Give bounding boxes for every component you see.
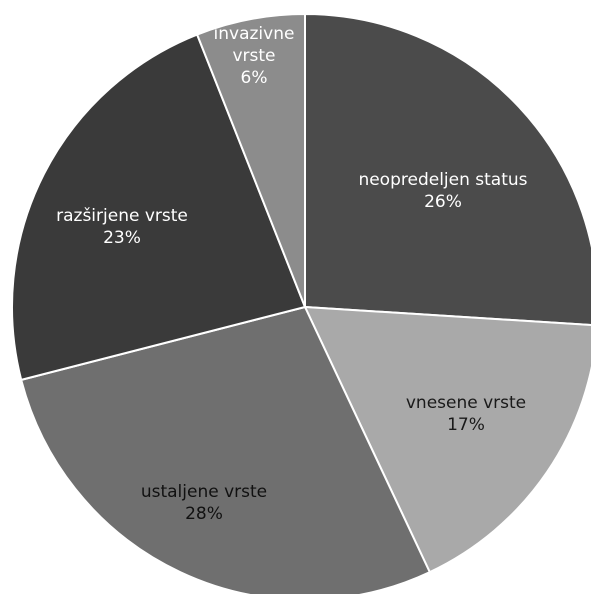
slice-label-2-line-1: 28% [185,504,223,524]
slice-label-0: neopredeljen status 26% [358,170,527,212]
pie-slice-3 [11,33,307,382]
slice-label-0-line-1: 26% [424,192,462,212]
slice-label-1: vnesene vrste 17% [406,393,526,435]
slice-label-0-line-0: neopredeljen status [358,170,527,190]
slice-label-4: invazivne vrste 6% [214,24,295,88]
slice-label-4-line-1: vrste [232,46,275,66]
slice-label-4-line-2: 6% [241,68,268,88]
slice-label-1-line-0: vnesene vrste [406,393,526,413]
slice-label-3-line-0: razširjene vrste [56,206,188,226]
pie-slice-1 [303,305,591,574]
slice-label-2: ustaljene vrste 28% [141,482,267,524]
pie-slices [11,12,591,594]
slice-label-4-line-0: invazivne [214,24,295,44]
pie-slice-4 [195,12,306,308]
slice-label-1-line-1: 17% [447,415,485,435]
slice-label-3: razširjene vrste 23% [56,206,188,248]
pie-slice-0 [304,12,591,326]
slice-label-3-line-1: 23% [103,228,141,248]
pie-labels: neopredeljen status 26% vnesene vrste 17% us… [56,24,528,524]
slice-label-2-line-0: ustaljene vrste [141,482,267,502]
